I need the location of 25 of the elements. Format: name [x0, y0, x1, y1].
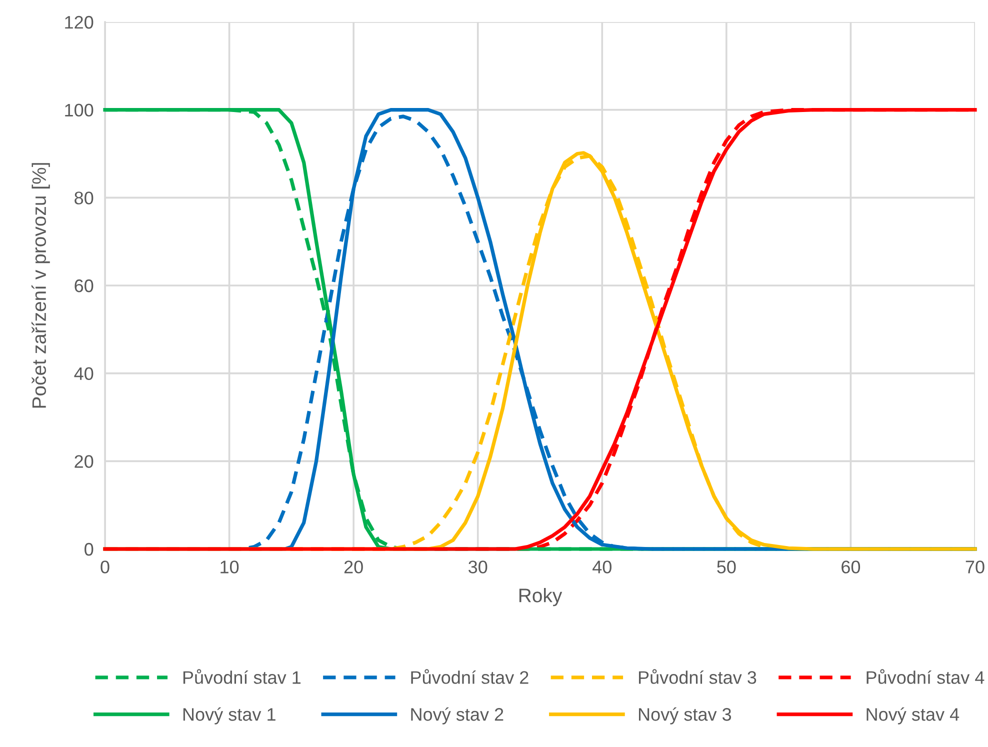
y-tick-label: 60 — [74, 279, 94, 292]
legend-label: Nový stav 3 — [638, 707, 732, 724]
x-tick-label: 30 — [468, 560, 488, 574]
legend-label: Nový stav 1 — [183, 707, 276, 724]
y-tick-label: 40 — [74, 367, 94, 380]
y-tick-label: 100 — [65, 104, 94, 117]
legend-label: Původní stav 3 — [638, 669, 756, 684]
y-tick-label: 120 — [65, 16, 94, 29]
y-tick-label: 20 — [74, 455, 94, 468]
x-tick-label: 60 — [842, 560, 860, 574]
legend-label: Nový stav 4 — [866, 707, 960, 724]
legend-label: Původní stav 2 — [411, 669, 528, 684]
y-axis-title: Počet zařízení v provozu [%] — [32, 163, 50, 408]
x-tick-label: 40 — [592, 560, 612, 574]
legend-label: Původní stav 4 — [866, 669, 984, 684]
x-tick-label: 0 — [100, 560, 110, 574]
y-tick-label: 80 — [74, 192, 94, 204]
x-tick-label: 50 — [717, 560, 736, 574]
x-tick-label: 70 — [966, 560, 984, 574]
legend-label: Původní stav 1 — [183, 669, 301, 684]
legend-label: Nový stav 2 — [411, 707, 504, 724]
x-axis-title: Roky — [519, 588, 562, 606]
y-tick-label: 0 — [84, 542, 94, 556]
x-tick-label: 10 — [220, 560, 239, 574]
x-tick-label: 20 — [344, 560, 363, 574]
